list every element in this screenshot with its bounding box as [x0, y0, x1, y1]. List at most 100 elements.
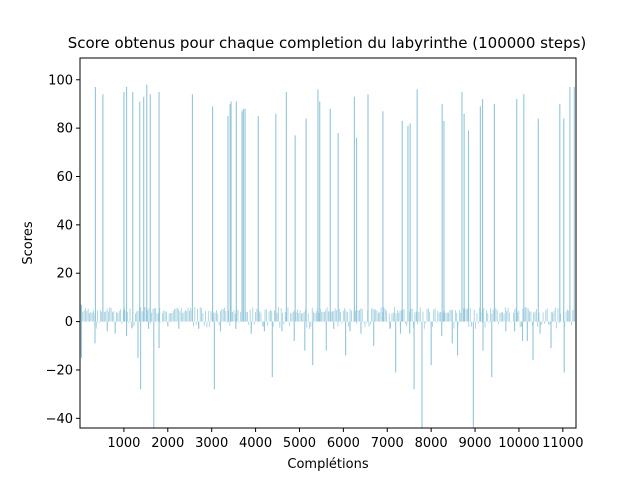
baseline-bar — [222, 308, 224, 322]
baseline-bar — [272, 321, 274, 327]
baseline-bar — [410, 308, 412, 322]
baseline-bar — [263, 321, 265, 327]
baseline-bar — [125, 310, 127, 322]
baseline-bar — [395, 313, 397, 322]
baseline-bar — [490, 308, 491, 322]
baseline-bar — [324, 311, 325, 322]
baseline-bar — [548, 321, 549, 325]
baseline-bar — [341, 321, 343, 324]
data-bar — [345, 321, 347, 356]
baseline-bar — [349, 308, 351, 322]
baseline-bar — [189, 310, 190, 322]
baseline-bar — [124, 308, 125, 322]
baseline-bar — [518, 310, 520, 322]
baseline-bar — [261, 321, 263, 327]
data-bar — [167, 321, 169, 327]
baseline-bar — [511, 321, 513, 323]
data-bar — [149, 94, 151, 322]
data-bar — [132, 91, 134, 322]
baseline-bar — [206, 321, 208, 328]
data-bar — [569, 87, 571, 322]
baseline-bar — [530, 311, 532, 322]
baseline-bar — [454, 310, 456, 322]
baseline-bar — [475, 321, 476, 329]
x-tick-label: 5000 — [283, 436, 316, 451]
data-bar — [235, 101, 237, 322]
baseline-bar — [538, 312, 540, 322]
baseline-bar — [556, 321, 557, 329]
data-bar — [443, 120, 445, 322]
baseline-bar — [373, 309, 375, 322]
baseline-bar — [178, 309, 179, 322]
baseline-bar — [423, 321, 425, 329]
baseline-bar — [468, 321, 470, 327]
baseline-bar — [291, 312, 293, 322]
baseline-bar — [299, 310, 301, 322]
baseline-bar — [145, 307, 147, 322]
x-tick-label: 3000 — [195, 436, 228, 451]
baseline-bar — [166, 311, 167, 322]
data-bar — [329, 108, 331, 322]
baseline-bar — [387, 321, 389, 323]
baseline-bar — [259, 311, 260, 322]
data-bar — [106, 321, 108, 332]
baseline-bar — [514, 309, 516, 322]
baseline-bar — [510, 321, 512, 323]
baseline-bar — [549, 321, 551, 325]
baseline-bar — [240, 312, 242, 322]
baseline-bar — [390, 321, 391, 328]
baseline-bar — [255, 312, 256, 322]
baseline-bar — [476, 313, 478, 322]
baseline-bar — [117, 313, 119, 322]
baseline-bar — [364, 321, 366, 328]
x-tick-label: 6000 — [327, 436, 360, 451]
baseline-bar — [253, 321, 255, 325]
baseline-bar — [155, 308, 157, 322]
data-bar — [147, 321, 150, 329]
baseline-bar — [363, 321, 364, 323]
baseline-bar — [93, 310, 94, 322]
baseline-bar — [101, 311, 103, 322]
baseline-bar — [340, 311, 341, 322]
data-bar — [325, 321, 327, 351]
baseline-bar — [322, 311, 324, 322]
baseline-bar — [351, 310, 352, 322]
baseline-bar — [405, 321, 406, 324]
data-bar — [353, 96, 355, 322]
baseline-bar — [318, 312, 320, 322]
baseline-bar — [264, 309, 266, 322]
baseline-bar — [375, 309, 377, 322]
baseline-bar — [245, 311, 247, 322]
baseline-bar — [419, 307, 421, 322]
data-bar — [356, 137, 358, 322]
baseline-bar — [238, 321, 240, 323]
y-tick-label: 60 — [56, 170, 73, 185]
baseline-bar — [413, 321, 414, 329]
baseline-bar — [380, 307, 382, 322]
data-bar — [563, 118, 565, 322]
baseline-bar — [109, 307, 111, 322]
baseline-bar — [147, 310, 148, 322]
data-bar — [491, 321, 493, 378]
baseline-bar — [248, 321, 250, 326]
data-bar — [102, 94, 104, 322]
baseline-bar — [515, 307, 517, 322]
data-bar — [229, 103, 231, 322]
baseline-bar — [221, 309, 223, 322]
baseline-bar — [105, 311, 107, 322]
data-bar — [337, 132, 339, 322]
baseline-bar — [499, 312, 501, 322]
baseline-bar — [249, 309, 251, 322]
baseline-bar — [342, 310, 344, 322]
baseline-bar — [554, 307, 556, 322]
baseline-bar — [433, 309, 435, 322]
data-bar — [493, 103, 495, 322]
baseline-bar — [314, 313, 316, 322]
baseline-bar — [513, 312, 514, 322]
baseline-bar — [378, 313, 379, 322]
baseline-bar — [271, 311, 273, 322]
baseline-bar — [359, 310, 360, 322]
baseline-bar — [473, 309, 475, 322]
baseline-bar — [315, 311, 317, 322]
data-bar — [421, 321, 423, 428]
